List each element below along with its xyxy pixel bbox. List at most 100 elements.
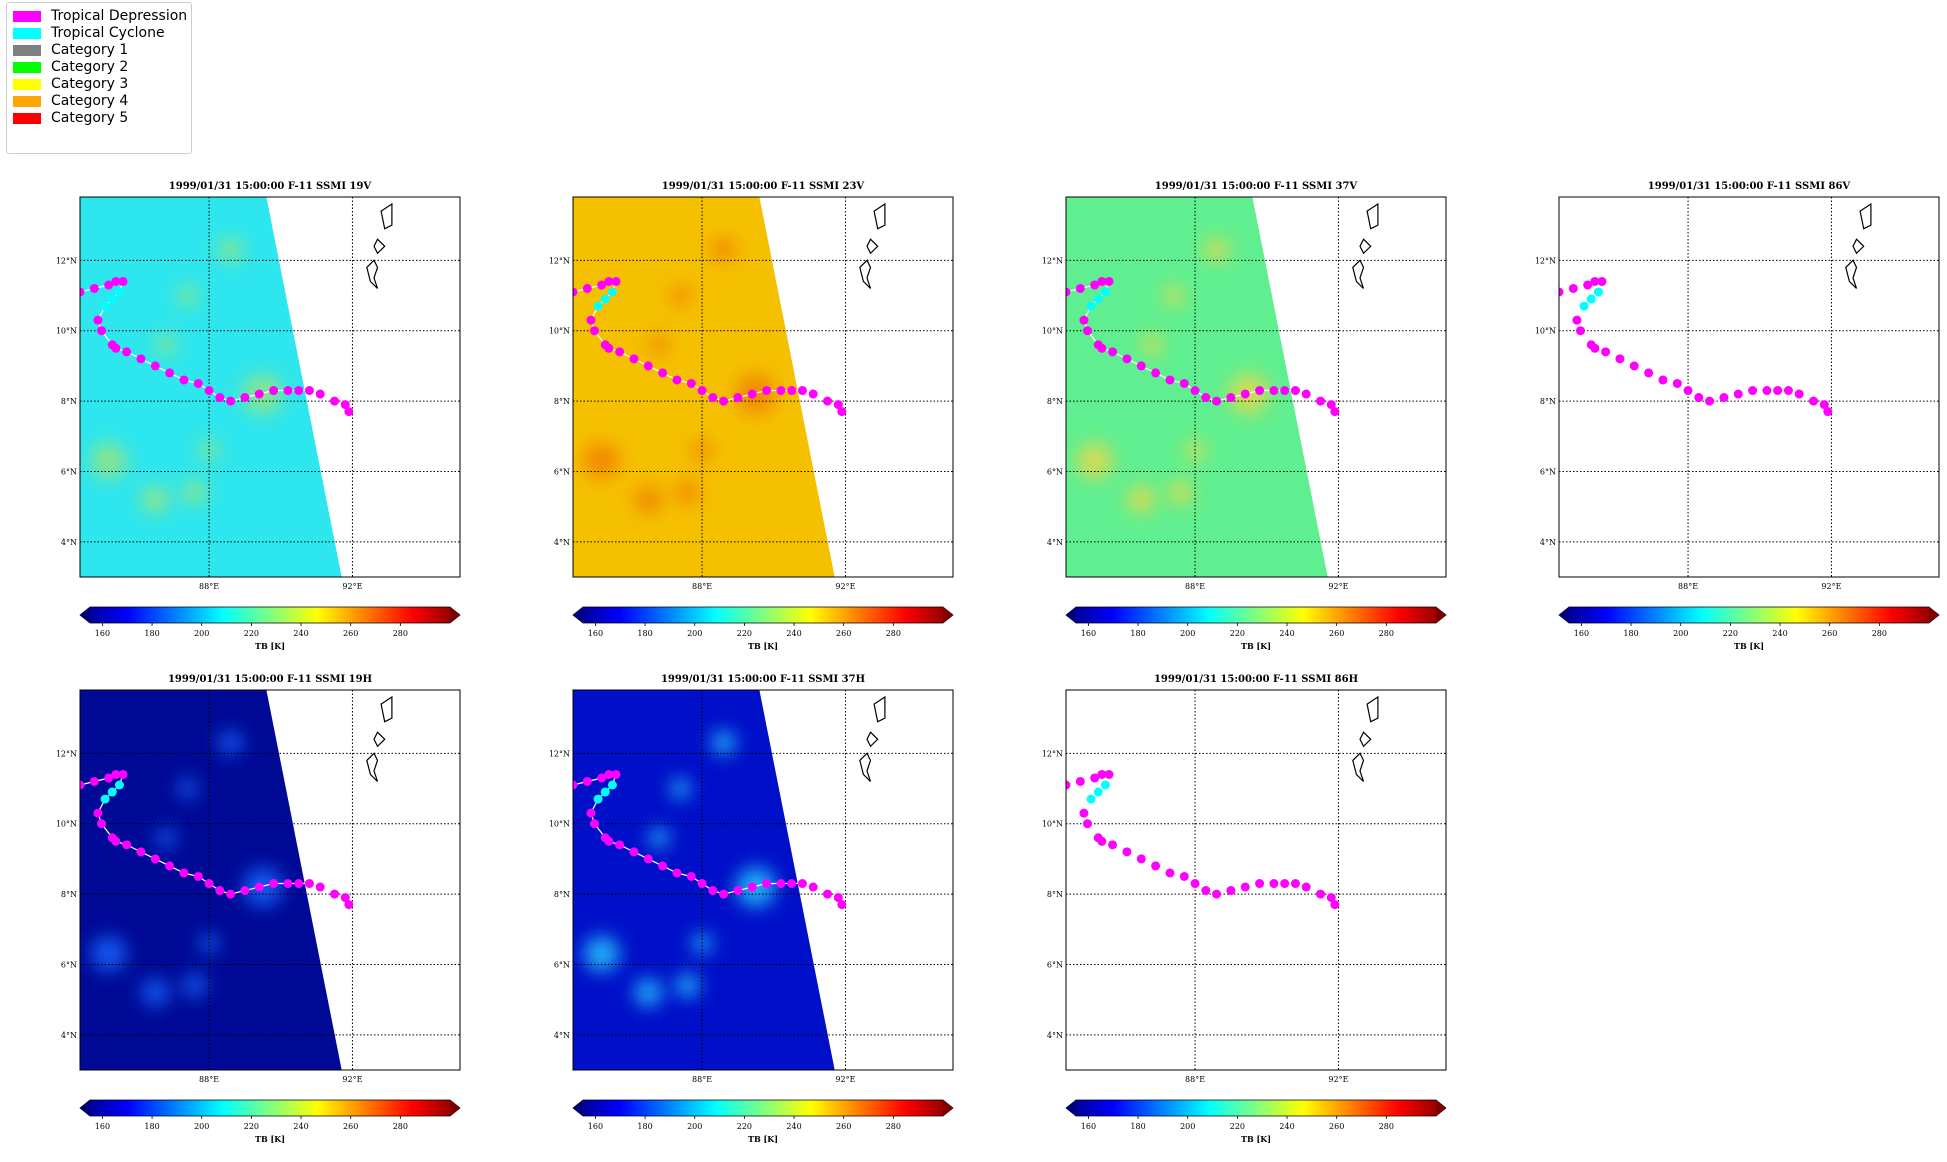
track-point [104, 280, 114, 290]
track-point [600, 787, 610, 797]
colorbar-label: TB [K] [1241, 641, 1271, 651]
track-point [97, 326, 107, 336]
track-point [1108, 840, 1118, 850]
track-point [1280, 386, 1290, 396]
track-point [1330, 407, 1340, 417]
island-outline [1852, 238, 1865, 255]
brightness-blob [711, 237, 736, 262]
colorbar-tick-label: 240 [293, 629, 308, 638]
track-point [1066, 780, 1071, 790]
track-point [1093, 787, 1103, 797]
track-point [658, 368, 668, 378]
brightness-features [583, 237, 776, 514]
brightness-features [1076, 237, 1269, 514]
track-point [1108, 347, 1118, 357]
track-point [697, 879, 707, 889]
track-point [1097, 276, 1107, 286]
colorbar-tick-label: 240 [786, 1122, 801, 1131]
track-point [215, 393, 225, 403]
brightness-blob [218, 730, 243, 755]
brightness-blob [634, 485, 663, 514]
colorbar-tick-label: 160 [1574, 629, 1589, 638]
colorbar-bar [79, 606, 461, 624]
colorbar-tick-label: 220 [737, 629, 752, 638]
map-panel: 1999/01/31 15:00:00 F-11 SSMI 86H 88°E 92°… [1042, 674, 1447, 1144]
track-point [150, 854, 160, 864]
island-outline [859, 259, 872, 289]
island-outline [873, 202, 886, 230]
track-point [111, 836, 121, 846]
x-tick-label: 92°E [1328, 582, 1348, 591]
brightness-blob [141, 485, 170, 514]
island-outline [366, 259, 379, 289]
track-point [1165, 868, 1175, 878]
track-point [1122, 354, 1132, 364]
colorbar: 160 180 200 220 240 260 280 TB [K] [1065, 1099, 1447, 1144]
legend-swatch [13, 27, 41, 39]
brightness-blob [156, 334, 177, 355]
y-tick-label: 10°N [1042, 327, 1063, 336]
panel-frame [79, 196, 461, 578]
colorbar-tick-label: 220 [244, 1122, 259, 1131]
legend-label: Tropical Cyclone [51, 25, 165, 41]
track-point [776, 386, 786, 396]
track-point [1093, 294, 1103, 304]
island-outline [866, 238, 879, 255]
panel-title: 1999/01/31 15:00:00 F-11 SSMI 86V [1648, 181, 1851, 192]
track-point [269, 386, 279, 396]
y-tick-label: 6°N [61, 467, 77, 476]
legend-label: Tropical Depression [51, 8, 188, 24]
island-outline [1845, 259, 1858, 289]
colorbar-tick-label: 280 [1379, 629, 1394, 638]
track-point [1316, 889, 1326, 899]
x-tick-label: 92°E [835, 1075, 855, 1084]
x-tick-label: 92°E [1328, 1075, 1348, 1084]
y-tick-label: 4°N [1047, 1031, 1063, 1040]
track-point [833, 400, 843, 410]
track-point [193, 378, 203, 388]
colorbar-tick-label: 200 [194, 1122, 209, 1131]
track-point [136, 847, 146, 857]
brightness-blob [649, 334, 670, 355]
track-point [165, 368, 175, 378]
colorbar: 160 180 200 220 240 260 280 TB [K] [79, 606, 461, 651]
track-point [1255, 879, 1265, 889]
track-point [344, 407, 354, 417]
track-point [1773, 386, 1783, 396]
legend-label: Category 1 [51, 42, 129, 58]
track-point [1201, 886, 1211, 896]
colorbar-label: TB [K] [748, 1134, 778, 1144]
panel-content [80, 690, 460, 1070]
track-point [1104, 276, 1114, 286]
track-point [1075, 776, 1085, 786]
y-tick-label: 6°N [1540, 467, 1556, 476]
track-point [80, 287, 85, 297]
track-point [1748, 386, 1758, 396]
island-outline [873, 695, 886, 723]
track-point [1601, 347, 1611, 357]
track-point [1090, 773, 1100, 783]
track-point [179, 375, 189, 385]
y-tick-label: 12°N [549, 749, 570, 758]
track-point [787, 386, 797, 396]
track-point [1629, 361, 1639, 371]
brightness-blob [670, 778, 691, 799]
track-point [193, 871, 203, 881]
island-outline [1352, 752, 1365, 782]
track-point [89, 283, 99, 293]
y-tick-label: 12°N [56, 749, 77, 758]
brightness-blob [634, 978, 663, 1007]
panel-content [573, 690, 953, 1070]
track-point [122, 347, 132, 357]
colorbar-max-extend [1436, 607, 1446, 623]
track-point [165, 861, 175, 871]
track-point [1590, 343, 1600, 353]
track-point [1644, 368, 1654, 378]
colorbar-tick-label: 180 [144, 1122, 159, 1131]
track-point [179, 868, 189, 878]
track-point [1201, 393, 1211, 403]
colorbar-label: TB [K] [255, 641, 285, 651]
colorbar: 160 180 200 220 240 260 280 TB [K] [572, 1099, 954, 1144]
track-point [283, 879, 293, 889]
colorbar-min-extend [573, 1100, 583, 1116]
